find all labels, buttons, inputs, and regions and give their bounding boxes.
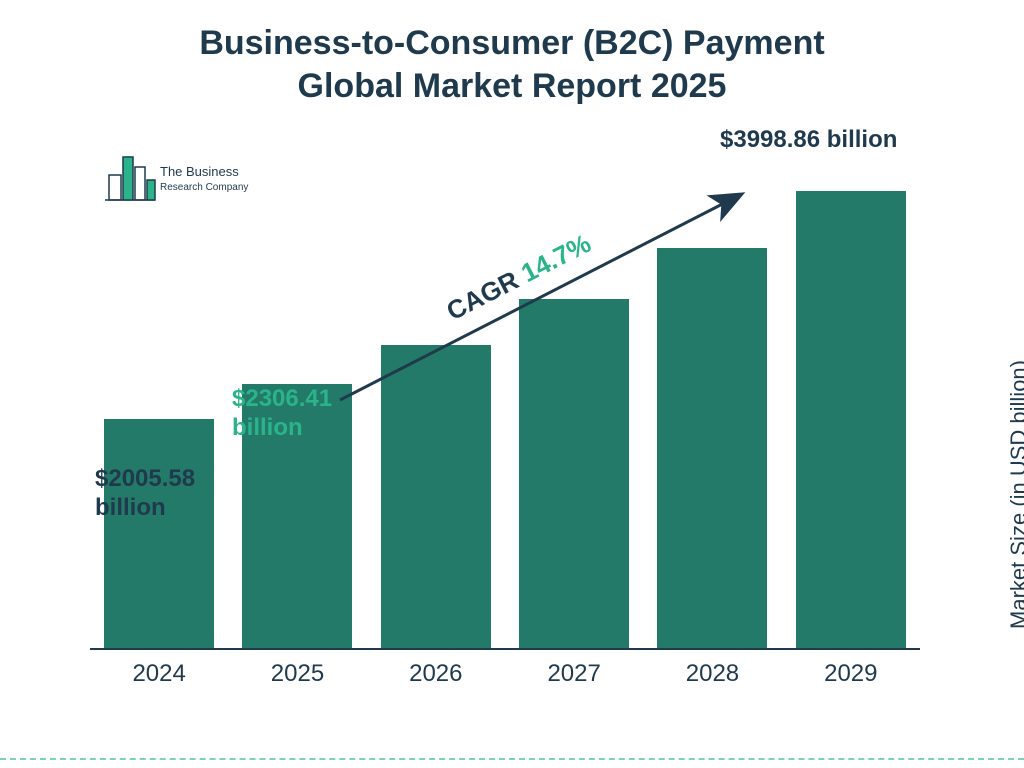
bars-container — [90, 168, 920, 648]
x-axis-label: 2024 — [99, 654, 219, 690]
title-line1: Business-to-Consumer (B2C) Payment — [199, 24, 824, 62]
value-label: $3998.86 billion — [720, 126, 897, 155]
bar — [104, 419, 214, 648]
bar-slot — [652, 248, 772, 648]
bar — [796, 191, 906, 648]
bar-slot — [791, 191, 911, 648]
bottom-dashed-line — [0, 758, 1024, 760]
x-axis-label: 2025 — [237, 654, 357, 690]
value-label: $2306.41billion — [232, 385, 332, 443]
x-axis-label: 2027 — [514, 654, 634, 690]
x-axis-labels: 2024 2025 2026 2027 2028 2029 — [90, 654, 920, 690]
chart-title: Business-to-Consumer (B2C) Payment Globa… — [0, 22, 1024, 107]
bar — [381, 345, 491, 648]
x-axis-label: 2028 — [652, 654, 772, 690]
bar — [657, 248, 767, 648]
bar-slot — [514, 299, 634, 648]
title-line2: Global Market Report 2025 — [298, 67, 727, 105]
bar — [519, 299, 629, 648]
x-axis-label: 2026 — [376, 654, 496, 690]
value-label: $2005.58billion — [95, 465, 195, 523]
bar-slot — [99, 419, 219, 648]
y-axis-label: Market Size (in USD billion) — [1006, 360, 1024, 629]
x-axis-line — [90, 648, 920, 650]
bar-slot — [376, 345, 496, 648]
x-axis-label: 2029 — [791, 654, 911, 690]
chart-area: 2024 2025 2026 2027 2028 2029 — [90, 150, 920, 690]
